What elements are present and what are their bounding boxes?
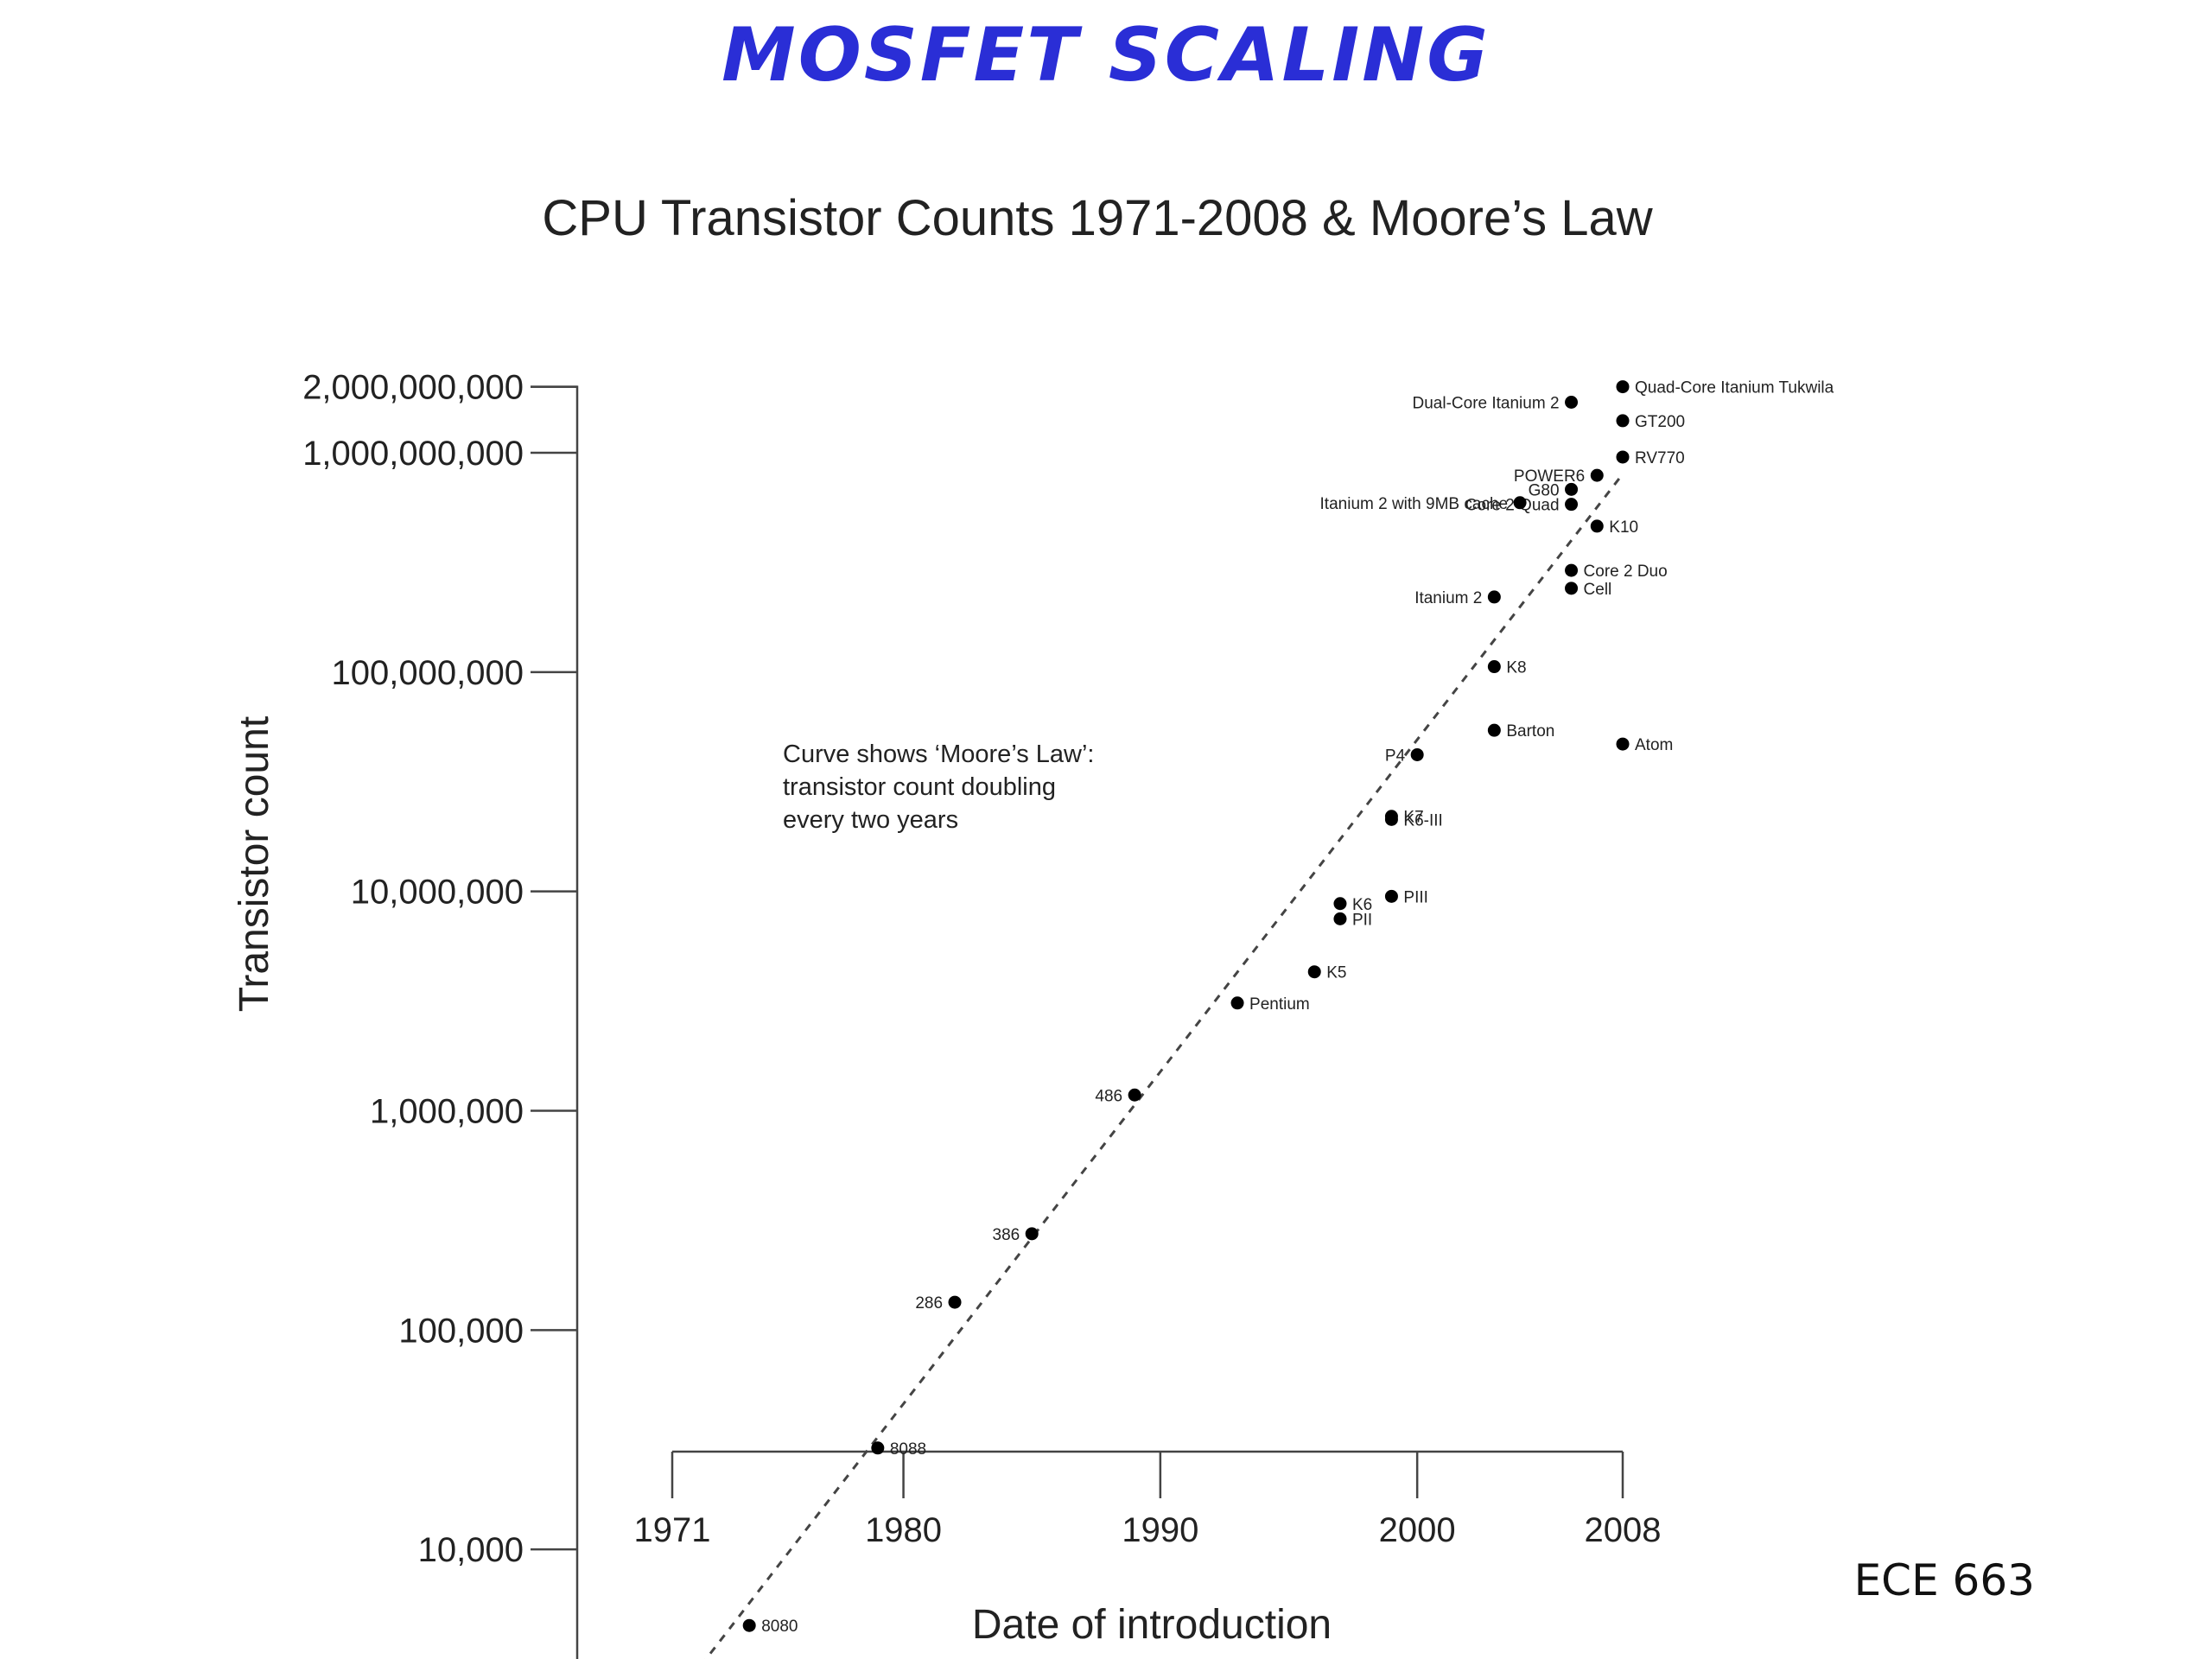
x-tick-label: 2000 — [1379, 1511, 1456, 1549]
data-point — [948, 1295, 962, 1309]
data-point — [1230, 996, 1244, 1010]
y-tick-label: 100,000,000 — [332, 654, 524, 692]
data-point-label: RV770 — [1635, 449, 1685, 467]
data-point-label: 8088 — [890, 1440, 926, 1459]
data-point-label: P4 — [1385, 747, 1406, 765]
data-point-label: K10 — [1609, 518, 1638, 537]
data-point-label: 386 — [993, 1226, 1020, 1244]
data-point — [1616, 737, 1630, 751]
data-point-label: Dual-Core Itanium 2 — [1413, 395, 1560, 413]
data-points: 4004800880808088286386486PentiumK5PIIK6P… — [742, 379, 1834, 1636]
data-point — [1565, 482, 1579, 496]
data-point — [871, 1441, 885, 1455]
y-tick-label: 10,000 — [418, 1531, 524, 1569]
data-point-label: Atom — [1635, 736, 1673, 754]
trend-layer — [704, 473, 1624, 1659]
y-tick-label: 100,000 — [398, 1312, 524, 1350]
x-tick-label: 2008 — [1585, 1511, 1662, 1549]
y-axis: 2,000,000,000 1,000,000,000 100,000,000 10,… — [302, 369, 579, 1659]
x-axis: 1971 1980 1990 2000 2008 — [634, 1450, 1662, 1549]
data-point-label: 486 — [1095, 1087, 1122, 1105]
data-point — [1333, 897, 1347, 911]
data-point-label: POWER6 — [1514, 467, 1585, 486]
data-point-label: Itanium 2 with 9MB cache — [1320, 495, 1509, 513]
data-point-label: 8080 — [761, 1618, 798, 1636]
x-tick-label: 1971 — [634, 1511, 711, 1549]
y-tick-label: 2,000,000,000 — [302, 369, 524, 407]
data-point-label: PII — [1352, 911, 1372, 929]
y-tick-label: 10,000,000 — [351, 874, 524, 912]
annotation-line: transistor count doubling — [783, 773, 1056, 801]
data-point-label: Barton — [1506, 722, 1554, 741]
data-point — [1487, 660, 1501, 674]
data-point — [1487, 723, 1501, 737]
data-point-label: K5 — [1326, 964, 1346, 982]
y-tick-label: 1,000,000 — [370, 1093, 524, 1131]
data-point — [1616, 414, 1630, 428]
data-point-label: 286 — [915, 1294, 943, 1313]
data-point — [1616, 380, 1630, 394]
data-point — [1487, 590, 1501, 604]
data-point-label: Core 2 Quad — [1465, 497, 1560, 515]
data-point-label: Core 2 Duo — [1584, 563, 1668, 581]
data-point-label: GT200 — [1635, 413, 1685, 431]
y-axis-line — [531, 385, 579, 1659]
data-point-label: K6 — [1352, 896, 1372, 914]
data-point — [1333, 912, 1347, 925]
annotation-line: Curve shows ‘Moore’s Law’: — [783, 741, 1095, 768]
data-point-label: Cell — [1584, 581, 1612, 599]
data-point-label: K6-III — [1403, 811, 1442, 830]
data-point-label: Quad-Core Itanium Tukwila — [1635, 379, 1834, 397]
data-point-label: PIII — [1403, 888, 1428, 906]
data-point — [1590, 468, 1604, 482]
x-tick-label: 1990 — [1122, 1511, 1198, 1549]
chart-title: CPU Transistor Counts 1971-2008 & Moore’… — [542, 190, 1653, 246]
course-label: ECE 663 — [1853, 1555, 2035, 1605]
data-point — [1384, 889, 1398, 903]
data-point — [1565, 498, 1579, 512]
data-point-label: K7 — [1403, 809, 1423, 827]
data-point — [1025, 1227, 1039, 1241]
data-point-label: Itanium 2 — [1414, 589, 1482, 607]
slide-title: MOSFET SCALING — [721, 12, 1491, 99]
data-point-label: G80 — [1529, 481, 1560, 499]
data-point-label: K8 — [1506, 659, 1526, 677]
data-point — [1590, 519, 1604, 533]
data-point — [1616, 450, 1630, 464]
data-point — [1410, 747, 1424, 761]
y-axis-label: Transistor count — [232, 716, 277, 1012]
data-point — [1307, 965, 1321, 979]
moores-law-annotation: Curve shows ‘Moore’s Law’: transistor co… — [783, 741, 1095, 834]
data-point — [1128, 1088, 1141, 1102]
data-point — [1565, 563, 1579, 577]
x-tick-label: 1980 — [865, 1511, 942, 1549]
data-point — [1565, 582, 1579, 595]
data-point — [1513, 496, 1527, 510]
moores-law-trend-line — [704, 473, 1624, 1659]
data-point-label: Pentium — [1249, 995, 1310, 1014]
data-point — [1384, 810, 1398, 823]
y-tick-label: 1,000,000,000 — [302, 435, 524, 473]
data-point — [1565, 396, 1579, 410]
x-axis-label: Date of introduction — [972, 1602, 1332, 1648]
annotation-line: every two years — [783, 806, 958, 834]
data-point — [742, 1618, 756, 1632]
